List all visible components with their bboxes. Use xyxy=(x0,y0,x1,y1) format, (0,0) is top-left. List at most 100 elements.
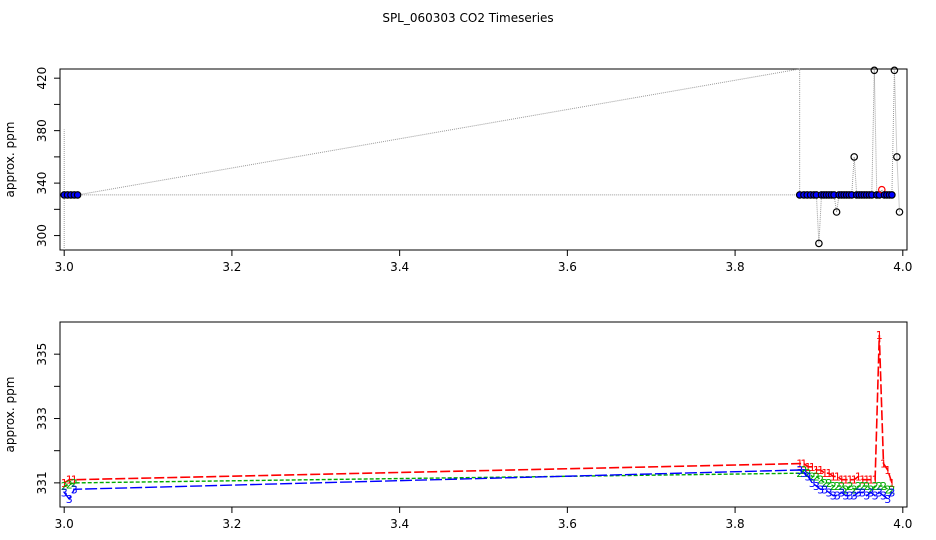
data-point-label: 2 xyxy=(71,477,78,490)
data-point xyxy=(815,239,823,248)
x-tick-label: 3.8 xyxy=(726,517,745,531)
trend-line xyxy=(77,68,800,196)
data-point xyxy=(893,153,901,161)
data-point-label: 1 xyxy=(847,474,854,487)
data-point-label: 2 xyxy=(61,480,68,493)
data-point-label: 3 xyxy=(809,477,816,490)
data-point-label: 1 xyxy=(859,474,866,487)
data-point-label: 1 xyxy=(805,461,812,474)
plot-frame xyxy=(59,321,908,508)
y-tick-label: 420 xyxy=(35,67,49,90)
data-point-label: 3 xyxy=(826,487,833,500)
data-point-label: 3 xyxy=(821,483,828,496)
y-tick-label: 335 xyxy=(35,343,49,366)
y-tick-label: 340 xyxy=(35,172,49,195)
data-point-label: 2 xyxy=(884,483,891,496)
data-point-label: 3 xyxy=(888,487,895,500)
data-point-label: 2 xyxy=(863,480,870,493)
data-point-label: 2 xyxy=(847,480,854,493)
data-point-label: 2 xyxy=(888,483,895,496)
data-point-label: 1 xyxy=(872,474,879,487)
y-axis-label: approx. ppm xyxy=(3,122,17,198)
data-point-label: 1 xyxy=(813,464,820,477)
data-point-label: 1 xyxy=(888,477,895,490)
data-point-label: 3 xyxy=(796,464,803,477)
data-point-label: 2 xyxy=(880,480,887,493)
x-tick-label: 3.0 xyxy=(55,517,74,531)
data-point-label: 3 xyxy=(61,487,68,500)
data-point-label: 2 xyxy=(796,467,803,480)
x-tick-label: 3.0 xyxy=(55,260,74,274)
data-point-label: 2 xyxy=(826,477,833,490)
data-point-label: 3 xyxy=(863,490,870,503)
data-point-label: 1 xyxy=(884,464,891,477)
co2-panel-top: 3.0 3.2 3.4 3.6 3.8 4.0 300 340 380 420 approx. pp… xyxy=(3,66,912,274)
data-point-label: 1 xyxy=(809,461,816,474)
data-point-label: 3 xyxy=(800,467,807,480)
data-point-label: 1 xyxy=(66,474,73,487)
data-point-label: 3 xyxy=(813,480,820,493)
plot-frame xyxy=(59,68,908,251)
data-point-label: 3 xyxy=(872,490,879,503)
series-line xyxy=(63,469,893,501)
data-point-label: 2 xyxy=(800,464,807,477)
series-line xyxy=(63,334,893,484)
data-point-label: 2 xyxy=(872,480,879,493)
data-point-label: 2 xyxy=(830,480,837,493)
x-tick-label: 4.0 xyxy=(893,517,912,531)
data-point-label: 3 xyxy=(847,490,854,503)
data-point-label: 2 xyxy=(855,480,862,493)
y-tick-label: 331 xyxy=(35,471,49,494)
data-point xyxy=(832,208,841,216)
data-point-label: 3 xyxy=(842,490,849,503)
data-point-label: 2 xyxy=(805,467,812,480)
data-point-label: 3 xyxy=(66,493,73,506)
chart-title: SPL_060303 CO2 Timeseries xyxy=(382,11,553,25)
x-tick-label: 3.6 xyxy=(558,517,577,531)
data-point-label: 2 xyxy=(66,479,73,492)
data-point-label: 3 xyxy=(838,487,845,500)
data-point-label: 1 xyxy=(834,470,841,483)
data-point-label: 3 xyxy=(817,483,824,496)
data-point-label: 1 xyxy=(842,474,849,487)
data-point xyxy=(890,66,899,75)
x-tick-label: 3.4 xyxy=(390,517,409,531)
data-point-label: 3 xyxy=(867,487,874,500)
series-line xyxy=(63,469,892,491)
data-point-label: 3 xyxy=(834,490,841,503)
data-point-label: 2 xyxy=(834,480,841,493)
x-tick-label: 3.4 xyxy=(390,260,409,274)
data-point xyxy=(888,191,896,199)
data-point-label: 1 xyxy=(855,470,862,483)
data-point xyxy=(73,191,82,199)
data-point-label: 2 xyxy=(867,483,874,496)
data-point-label: 1 xyxy=(817,464,824,477)
x-tick-label: 3.8 xyxy=(726,260,745,274)
data-point-label: 3 xyxy=(884,493,891,506)
data-point-label: 1 xyxy=(838,474,845,487)
data-point-label: 1 xyxy=(821,467,828,480)
data-point xyxy=(895,208,904,216)
data-point-label: 1 xyxy=(867,474,874,487)
data-point-label: 1 xyxy=(796,458,803,471)
data-point-label: 3 xyxy=(805,470,812,483)
data-point-label: 2 xyxy=(809,470,816,483)
y-tick-label: 380 xyxy=(35,119,49,142)
x-tick-label: 4.0 xyxy=(893,260,912,274)
data-point-label: 3 xyxy=(880,490,887,503)
data-point-label: 1 xyxy=(71,474,78,487)
data-point-label: 1 xyxy=(851,474,858,487)
data-point-label: 2 xyxy=(817,474,824,487)
data-point-label: 3 xyxy=(876,487,883,500)
x-tick-label: 3.2 xyxy=(222,517,241,531)
y-tick-label: 333 xyxy=(35,407,49,430)
data-point-label: 3 xyxy=(851,490,858,503)
data-point-label: 3 xyxy=(859,487,866,500)
data-point-label: 2 xyxy=(821,477,828,490)
data-point-label: 2 xyxy=(876,480,883,493)
data-point-label: 1 xyxy=(876,329,883,342)
data-point-label: 3 xyxy=(71,483,78,496)
data-point-label: 1 xyxy=(880,458,887,471)
